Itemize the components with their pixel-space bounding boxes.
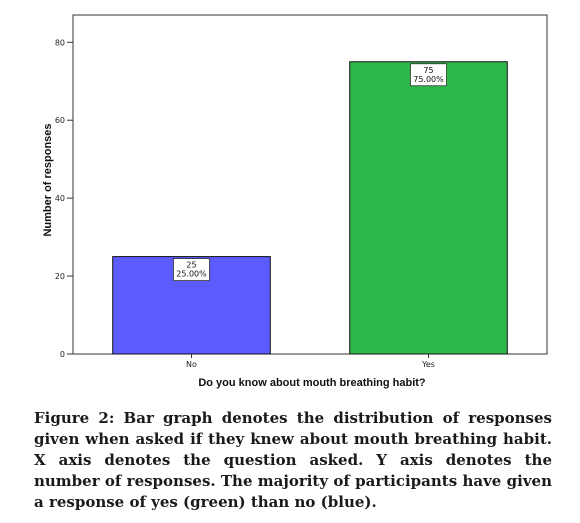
x-axis-title: Do you know about mouth breathing habit? — [198, 377, 426, 389]
x-tick-label: No — [186, 360, 197, 369]
y-tick-label: 0 — [60, 350, 65, 359]
data-label-count: 25 — [186, 261, 196, 270]
data-label-box — [173, 258, 210, 281]
data-label-percent: 75.00% — [413, 75, 444, 84]
y-axis-title: Number of responses — [42, 123, 54, 236]
data-label-percent: 25.00% — [176, 270, 207, 279]
y-tick-label: 40 — [55, 194, 65, 203]
data-label-box — [410, 63, 447, 87]
y-axis-ticks: 0 20 40 60 80 — [55, 38, 73, 359]
y-tick-label: 20 — [55, 272, 65, 281]
figure-caption: Figure 2: Bar graph denotes the distribu… — [34, 409, 552, 511]
x-tick-label: Yes — [421, 360, 435, 369]
y-tick-label: 80 — [55, 38, 65, 47]
data-label-count: 75 — [423, 66, 433, 75]
x-axis-ticks: No Yes — [186, 354, 435, 369]
bar-yes — [349, 61, 508, 355]
y-tick-label: 60 — [55, 116, 65, 125]
